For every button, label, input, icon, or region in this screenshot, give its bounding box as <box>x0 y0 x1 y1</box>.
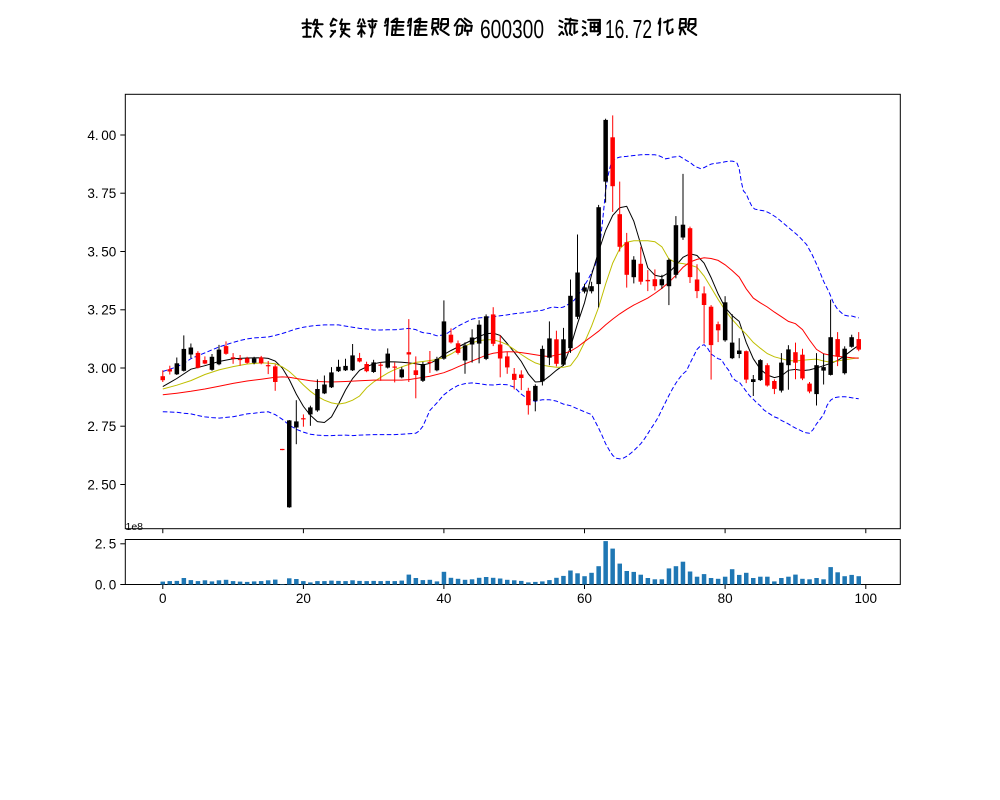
svg-text:2. 5: 2. 5 <box>95 537 116 552</box>
svg-text:3. 25: 3. 25 <box>87 303 116 318</box>
svg-text:60: 60 <box>577 591 592 606</box>
svg-text:1e8: 1e8 <box>126 521 144 533</box>
svg-text:40: 40 <box>436 591 451 606</box>
svg-text:3. 50: 3. 50 <box>87 244 116 259</box>
svg-text:2. 50: 2. 50 <box>87 477 116 492</box>
svg-text:4. 00: 4. 00 <box>87 128 116 143</box>
svg-text:80: 80 <box>718 591 733 606</box>
svg-text:100: 100 <box>855 591 878 606</box>
svg-text:600300: 600300 <box>480 14 544 44</box>
svg-text:16. 72: 16. 72 <box>605 14 652 44</box>
svg-text:3. 00: 3. 00 <box>87 361 116 376</box>
svg-text:2. 75: 2. 75 <box>87 419 116 434</box>
svg-text:0. 0: 0. 0 <box>95 577 116 592</box>
svg-text:20: 20 <box>296 591 311 606</box>
svg-text:0: 0 <box>159 591 167 606</box>
svg-text:3. 75: 3. 75 <box>87 186 116 201</box>
